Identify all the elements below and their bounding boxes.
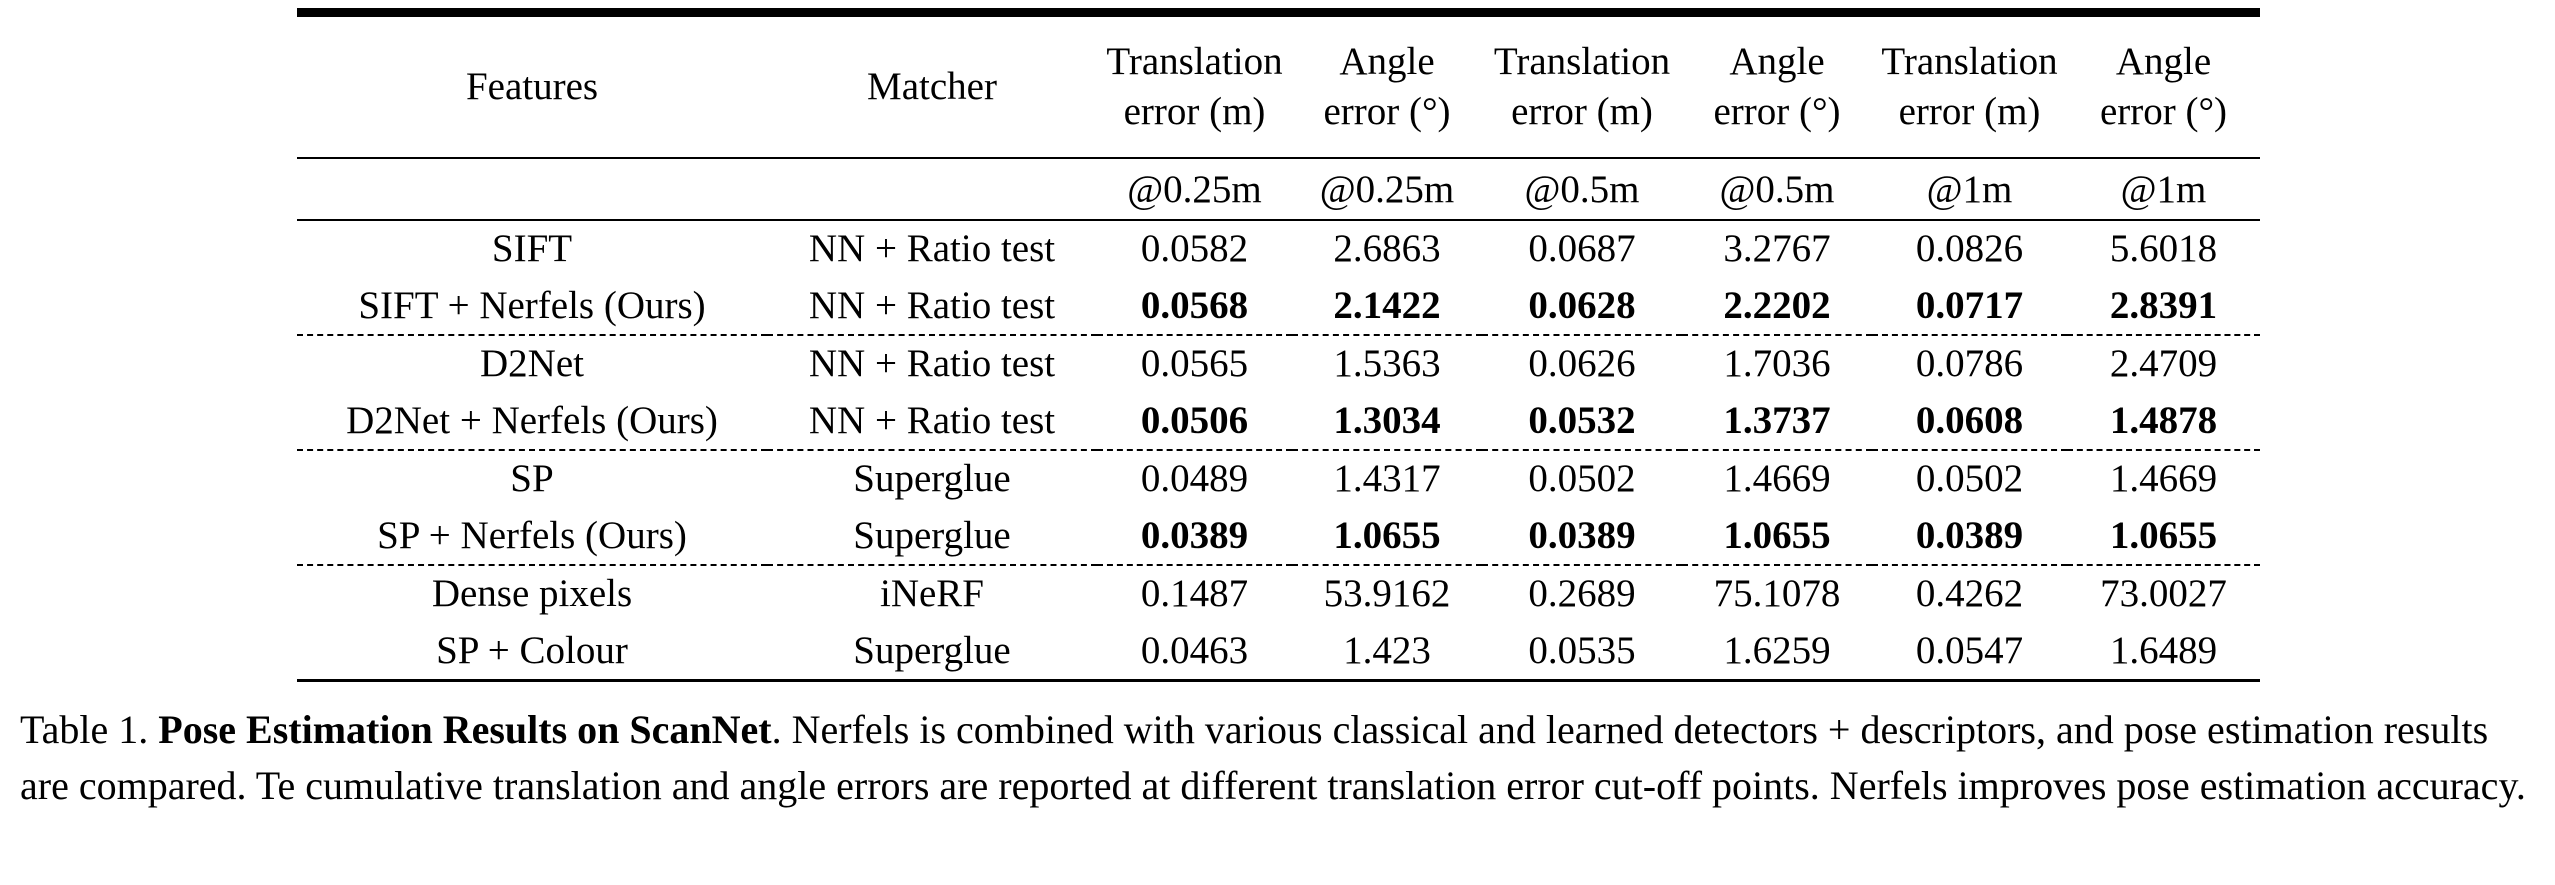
cutoff-row: @0.25m @0.25m @0.5m @0.5m @1m @1m [297,157,2260,221]
row-matcher: Superglue [767,507,1097,566]
row-features: SP [510,457,554,501]
row-value: 0.0626 [1528,342,1636,386]
row-features: SP + Colour [297,622,767,682]
row-value: 0.0547 [1872,622,2067,682]
row-value: 0.0463 [1097,622,1292,682]
row-value: 0.0565 [1140,342,1249,386]
row-value: 2.4709 [2109,342,2218,386]
row-features: SP + Nerfels (Ours) [297,507,767,566]
row-matcher: Superglue [853,457,1011,501]
row-value: 0.0687 [1528,227,1636,271]
row-value: 0.0582 [1140,227,1249,271]
table-row: SIFT NN + Ratio test 0.0582 2.6863 0.068… [297,220,2260,278]
header-col-3: Translation error (m) [1493,40,1671,133]
row-matcher: iNeRF [879,572,984,616]
table-header-row: Features Matcher Translation error (m) An… [297,17,2260,158]
row-value: 1.6259 [1682,622,1872,682]
header-matcher: Matcher [867,65,997,108]
header-col-5: Translation error (m) [1881,40,2058,133]
row-matcher: Superglue [767,622,1097,682]
row-value-best: 1.3737 [1682,392,1872,451]
table-row: D2Net NN + Ratio test 0.0565 1.5363 0.06… [297,335,2260,393]
row-value: 1.6489 [2067,622,2260,682]
row-value: 0.0502 [1915,457,2024,501]
row-value: 0.4262 [1915,572,2024,616]
cutoff-4: @0.5m [1682,157,1872,221]
row-value: 1.423 [1292,622,1482,682]
row-features: D2Net + Nerfels (Ours) [297,392,767,451]
caption-label: Table 1. [20,707,149,752]
table-row: SP + Nerfels (Ours) Superglue 0.0389 1.0… [297,507,2260,566]
row-value: 1.4669 [1723,457,1831,501]
header-col-6: Angle error (°) [2099,40,2228,133]
row-value-best: 0.0608 [1872,392,2067,451]
row-value: 1.4317 [1333,457,1441,501]
row-value-best: 0.0389 [1872,507,2067,566]
table-row: D2Net + Nerfels (Ours) NN + Ratio test 0… [297,392,2260,451]
row-features: Dense pixels [431,572,633,616]
row-value-best: 0.0506 [1097,392,1292,451]
row-value: 0.1487 [1140,572,1249,616]
table-row: SP + Colour Superglue 0.0463 1.423 0.053… [297,622,2260,682]
cutoff-3: @0.5m [1482,157,1682,221]
row-value: 1.5363 [1333,342,1441,386]
row-value: 0.0502 [1528,457,1636,501]
table-caption: Table 1. Pose Estimation Results on Scan… [20,702,2540,814]
row-value: 0.0489 [1140,457,1249,501]
table-row: Dense pixels iNeRF 0.1487 53.9162 0.2689… [297,565,2260,623]
row-value-best: 2.2202 [1682,277,1872,336]
row-value-best: 0.0628 [1482,277,1682,336]
header-col-4: Angle error (°) [1713,40,1841,133]
cutoff-1: @0.25m [1097,157,1292,221]
row-value: 1.7036 [1723,342,1831,386]
row-features: SIFT + Nerfels (Ours) [297,277,767,336]
row-value-best: 1.0655 [2067,507,2260,566]
row-matcher: NN + Ratio test [767,392,1097,451]
row-features: SIFT [491,227,573,271]
caption-text: . Nerfels is combined with various class… [20,707,2526,808]
row-value-best: 1.0655 [1292,507,1482,566]
results-table-container: Features Matcher Translation error (m) An… [297,8,2260,682]
row-value-best: 1.4878 [2067,392,2260,451]
row-value: 53.9162 [1323,572,1451,616]
cutoff-5: @1m [1872,157,2067,221]
row-matcher: NN + Ratio test [808,227,1056,271]
row-value: 5.6018 [2109,227,2218,271]
row-value-best: 0.0717 [1872,277,2067,336]
row-value-best: 1.0655 [1682,507,1872,566]
row-value-best: 1.3034 [1292,392,1482,451]
row-value-best: 0.0532 [1482,392,1682,451]
row-value: 75.1078 [1713,572,1841,616]
header-col-1: Translation error (m) [1106,40,1283,133]
table-top-rule [297,8,2260,17]
cutoff-6: @1m [2067,157,2260,221]
row-features: D2Net [480,342,584,386]
row-value-best: 2.8391 [2067,277,2260,336]
caption-title: Pose Estimation Results on ScanNet [158,707,772,752]
row-value: 0.2689 [1528,572,1636,616]
row-value: 73.0027 [2100,572,2227,616]
row-value-best: 0.0389 [1097,507,1292,566]
row-value: 0.0535 [1482,622,1682,682]
table-row: SP Superglue 0.0489 1.4317 0.0502 1.4669… [297,450,2260,508]
header-features: Features [465,65,599,108]
row-value: 0.0786 [1915,342,2024,386]
table-row: SIFT + Nerfels (Ours) NN + Ratio test 0.… [297,277,2260,336]
row-value-best: 0.0389 [1482,507,1682,566]
row-value: 2.6863 [1333,227,1441,271]
pose-estimation-table: Features Matcher Translation error (m) An… [297,17,2260,682]
row-matcher: NN + Ratio test [808,342,1056,386]
row-value-best: 2.1422 [1292,277,1482,336]
header-col-2: Angle error (°) [1323,40,1451,133]
row-value: 0.0826 [1915,227,2024,271]
row-matcher: NN + Ratio test [767,277,1097,336]
row-value-best: 0.0568 [1097,277,1292,336]
row-value: 3.2767 [1723,227,1831,271]
row-value: 1.4669 [2109,457,2218,501]
cutoff-2: @0.25m [1292,157,1482,221]
